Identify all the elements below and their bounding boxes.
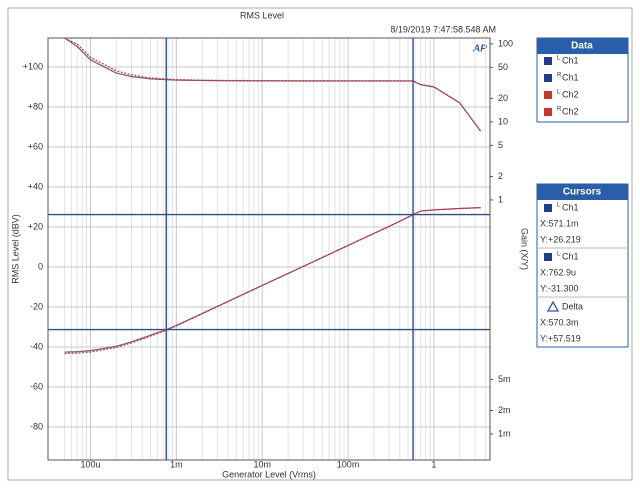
y-tick-label: -20 xyxy=(30,301,43,311)
cursor-swatch xyxy=(544,204,552,212)
y2-tick-label: 1m xyxy=(498,428,511,438)
y-tick-label: +40 xyxy=(28,181,43,191)
y-tick-label: +100 xyxy=(23,61,43,71)
legend-channel: L xyxy=(557,90,561,96)
cursor-channel: L xyxy=(557,252,561,258)
legend-channel: R xyxy=(557,73,562,79)
delta-name: Delta xyxy=(562,301,583,311)
plot-lines xyxy=(64,38,482,355)
delta-x: X:570.3m xyxy=(540,317,579,327)
legend-swatch xyxy=(544,74,552,82)
y-tick-label: +60 xyxy=(28,141,43,151)
y-tick-label: 0 xyxy=(38,261,43,271)
cursor-y: Y:+26.219 xyxy=(540,234,581,244)
y-axis-label: RMS Level (dBV) xyxy=(10,214,20,284)
y-tick-label: +20 xyxy=(28,221,43,231)
y2-tick-label: 10 xyxy=(498,116,508,126)
plot-frame xyxy=(47,37,491,461)
cursor-name: Ch1 xyxy=(562,202,579,212)
chart-title: RMS Level xyxy=(240,10,284,20)
y2-tick-label: 2 xyxy=(498,171,503,181)
y-tick-label: -40 xyxy=(30,341,43,351)
panel-header xyxy=(537,38,628,54)
panel-header xyxy=(537,184,628,200)
timestamp: 8/19/2019 7:47:58.548 AM xyxy=(390,24,496,34)
legend-channel: R xyxy=(557,107,562,113)
cursor-lines xyxy=(48,38,490,460)
y-tick-label: +80 xyxy=(28,101,43,111)
y2-tick-label: 2m xyxy=(498,405,511,415)
cursor-x: X:762.9u xyxy=(540,267,576,277)
legend-label: Ch1 xyxy=(562,72,579,82)
cursor-swatch xyxy=(544,253,552,261)
window-frame xyxy=(7,7,633,481)
y2-tick-label: 5m xyxy=(498,374,511,384)
y2-tick-label: 50 xyxy=(498,62,508,72)
x-tick-label: 1 xyxy=(431,459,436,469)
legend-swatch xyxy=(544,91,552,99)
panel-title: Cursors xyxy=(563,187,602,198)
cursor-channel: L xyxy=(557,203,561,209)
y2-axis-label: Gain (X/Y) xyxy=(520,228,530,270)
y2-tick-label: 1 xyxy=(498,194,503,204)
x-axis-label: Generator Level (Vrms) xyxy=(222,469,316,479)
grid xyxy=(48,38,490,460)
delta-y: Y:+57.519 xyxy=(540,333,581,343)
delta-icon xyxy=(546,300,560,312)
legend-swatch xyxy=(544,108,552,116)
x-tick-label: 10m xyxy=(253,459,271,469)
y2-tick-label: 5 xyxy=(498,140,503,150)
legend-label: Ch2 xyxy=(562,89,579,99)
level-line xyxy=(64,207,481,355)
legend-swatch xyxy=(544,57,552,65)
legend-label: Ch1 xyxy=(562,55,579,65)
cursor-name: Ch1 xyxy=(562,251,579,261)
x-tick-label: 1m xyxy=(170,459,183,469)
y-tick-label: -60 xyxy=(30,381,43,391)
gain-line xyxy=(64,38,482,132)
cursor-x: X:571.1m xyxy=(540,218,579,228)
cursor-y: Y:-31.300 xyxy=(540,283,579,293)
logo: AP xyxy=(472,44,487,55)
y2-tick-label: 100 xyxy=(498,38,513,48)
y-tick-label: -80 xyxy=(30,421,43,431)
x-tick-label: 100m xyxy=(337,459,360,469)
panel-title: Data xyxy=(571,41,593,52)
axes: 100u 1m 10m 100m 1 +100 +80 +60 +40 +20 0 -20 -40 -60… xyxy=(23,38,513,469)
legend-channel: L xyxy=(557,56,561,62)
y2-tick-label: 20 xyxy=(498,93,508,103)
x-tick-label: 100u xyxy=(80,459,100,469)
panel-frame xyxy=(536,183,629,348)
legend-label: Ch2 xyxy=(562,106,579,116)
